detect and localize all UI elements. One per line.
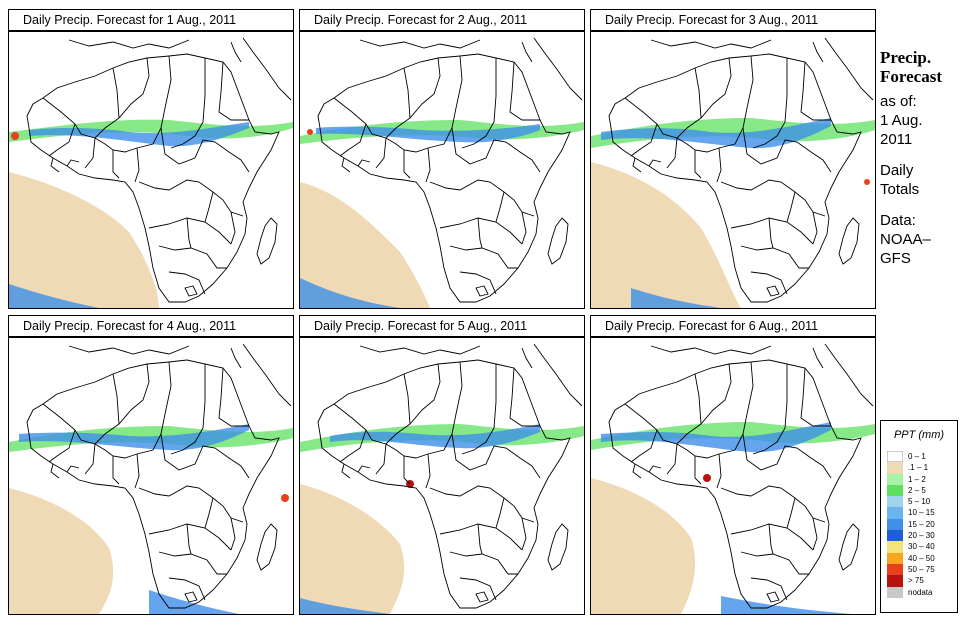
intense-cell xyxy=(307,129,313,135)
intense-cell xyxy=(864,179,870,185)
legend-row: 30 – 40 xyxy=(881,541,957,553)
legend-label: 1 – 2 xyxy=(908,474,926,484)
legend-row: 20 – 30 xyxy=(881,530,957,542)
panel-title: Daily Precip. Forecast for 3 Aug., 2011 xyxy=(590,9,876,31)
heavy-rain-band xyxy=(330,424,540,449)
panel-title: Daily Precip. Forecast for 1 Aug., 2011 xyxy=(8,9,294,31)
precip-map-svg xyxy=(591,343,875,614)
description-title-line1: Precip. xyxy=(880,48,932,67)
southern-rain xyxy=(631,288,721,308)
precip-map-svg xyxy=(300,37,584,308)
legend-swatch xyxy=(887,518,903,531)
legend-swatch xyxy=(887,586,903,598)
legend-swatch xyxy=(887,473,903,485)
forecast-panel-day4: Daily Precip. Forecast for 4 Aug., 2011 xyxy=(8,315,294,615)
legend-swatch xyxy=(887,575,903,587)
southern-rain xyxy=(9,284,99,308)
heavy-rain-band xyxy=(19,424,249,451)
asof-year: 2011 xyxy=(880,131,913,148)
forecast-map xyxy=(299,337,585,615)
southern-rain xyxy=(721,596,851,614)
legend-label: 10 – 15 xyxy=(908,508,935,518)
precip-map-svg xyxy=(591,37,875,308)
intense-cell xyxy=(11,132,19,140)
forecast-map xyxy=(590,31,876,309)
data-source-line2: GFS xyxy=(880,250,911,267)
forecast-map xyxy=(8,337,294,615)
data-source-line1: NOAA– xyxy=(880,231,931,248)
precip-map-svg xyxy=(9,343,293,614)
totals-line1: Daily xyxy=(880,162,914,179)
precip-map-svg xyxy=(300,343,584,614)
legend-label: 15 – 20 xyxy=(908,519,935,529)
forecast-panel-day3: Daily Precip. Forecast for 3 Aug., 2011 xyxy=(590,9,876,309)
legend-row: nodata xyxy=(881,586,957,598)
legend-row: 1 – 2 xyxy=(881,473,957,485)
dry-area xyxy=(591,478,696,614)
precip-map-svg xyxy=(9,37,293,308)
forecast-map xyxy=(8,31,294,309)
legend-row: 15 – 20 xyxy=(881,518,957,531)
dry-area xyxy=(9,488,114,614)
intense-cell xyxy=(281,494,289,502)
panel-title: Daily Precip. Forecast for 6 Aug., 2011 xyxy=(590,315,876,337)
forecast-panel-day1: Daily Precip. Forecast for 1 Aug., 2011 xyxy=(8,9,294,309)
heavy-rain-band xyxy=(29,122,249,147)
legend-label: 40 – 50 xyxy=(908,553,935,563)
legend-swatch xyxy=(887,462,903,474)
forecast-panel-day2: Daily Precip. Forecast for 2 Aug., 2011 xyxy=(299,9,585,309)
legend-row: 5 – 10 xyxy=(881,496,957,508)
legend-row: 40 – 50 xyxy=(881,552,957,564)
legend-row: 50 – 75 xyxy=(881,563,957,576)
description-title-line2: Forecast xyxy=(880,67,942,86)
legend-row: 0 – 1 xyxy=(881,451,957,463)
legend-swatch xyxy=(887,552,903,564)
legend-label: 30 – 40 xyxy=(908,542,935,552)
legend-title: PPT (mm) xyxy=(893,429,945,441)
dry-area xyxy=(300,182,430,308)
legend-swatch xyxy=(887,451,903,463)
forecast-map xyxy=(590,337,876,615)
legend-label: 50 – 75 xyxy=(908,564,935,574)
totals-line2: Totals xyxy=(880,181,920,198)
data-label: Data: xyxy=(880,212,916,229)
dry-area xyxy=(9,172,159,308)
asof-date: 1 Aug. xyxy=(880,112,923,129)
legend-swatch xyxy=(887,496,903,508)
legend-label: 2 – 5 xyxy=(908,485,926,495)
legend-swatch xyxy=(887,507,903,519)
legend-swatch xyxy=(887,484,903,497)
legend-label: 0 – 1 xyxy=(908,452,926,461)
legend-label: .1 – 1 xyxy=(908,463,929,473)
panel-title: Daily Precip. Forecast for 2 Aug., 2011 xyxy=(299,9,585,31)
legend-swatch xyxy=(887,530,903,542)
southern-rain xyxy=(300,598,390,614)
panel-title: Daily Precip. Forecast for 4 Aug., 2011 xyxy=(8,315,294,337)
forecast-panel-day6: Daily Precip. Forecast for 6 Aug., 2011 xyxy=(590,315,876,615)
legend-label: > 75 xyxy=(908,576,924,586)
legend-row: > 75 xyxy=(881,575,957,587)
asof-label: as of: xyxy=(880,93,917,110)
heavy-rain-band xyxy=(601,118,831,149)
legend-label: 5 – 10 xyxy=(908,497,931,507)
forecast-map xyxy=(299,31,585,309)
dry-area xyxy=(591,162,741,308)
intense-cell xyxy=(703,474,711,482)
dry-area xyxy=(300,484,405,614)
southern-rain xyxy=(300,278,400,308)
legend-row: .1 – 1 xyxy=(881,462,957,474)
map-description: Precip. Forecast as of: 1 Aug. 2011 Dail… xyxy=(880,48,964,268)
forecast-panel-day5: Daily Precip. Forecast for 5 Aug., 2011 xyxy=(299,315,585,615)
legend-label: 20 – 30 xyxy=(908,531,935,541)
panel-title: Daily Precip. Forecast for 5 Aug., 2011 xyxy=(299,315,585,337)
legend-row: 10 – 15 xyxy=(881,507,957,519)
legend-label: nodata xyxy=(908,587,933,597)
legend-row: 2 – 5 xyxy=(881,484,957,497)
legend-swatch xyxy=(887,563,903,576)
legend-swatch xyxy=(887,541,903,553)
